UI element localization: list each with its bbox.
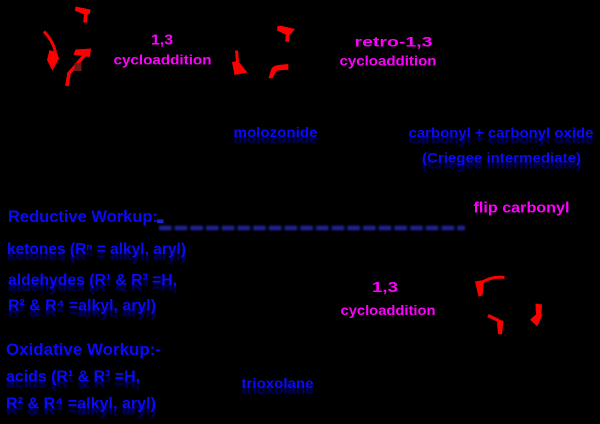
svg-text:(Criegee intermediate): (Criegee intermediate)	[422, 150, 581, 166]
svg-text:molozonide: molozonide	[234, 131, 319, 146]
svg-text:aldehydes (R¹ & R³ =H,: aldehydes (R¹ & R³ =H,	[8, 278, 177, 295]
svg-text:1,3: 1,3	[372, 279, 398, 296]
svg-text:R² & R⁴ =alkyl, aryl): R² & R⁴ =alkyl, aryl)	[6, 396, 156, 413]
svg-text:retro-1,3: retro-1,3	[355, 35, 434, 50]
svg-text:aldehydes (R¹ & R³ =H,: aldehydes (R¹ & R³ =H,	[8, 272, 177, 289]
svg-text:carbonyl + carbonyl oxide: carbonyl + carbonyl oxide	[409, 125, 594, 141]
svg-text:R² & R⁴ =alkyl, aryl): R² & R⁴ =alkyl, aryl)	[8, 304, 156, 321]
svg-text:carbonyl + carbonyl oxide: carbonyl + carbonyl oxide	[409, 131, 594, 147]
svg-text:ketones (Rⁿ = alkyl, aryl): ketones (Rⁿ = alkyl, aryl)	[7, 241, 186, 258]
svg-text:trioxolane: trioxolane	[242, 376, 315, 391]
svg-text:1,3: 1,3	[151, 32, 173, 49]
svg-text:ketones (Rⁿ = alkyl, aryl): ketones (Rⁿ = alkyl, aryl)	[7, 247, 186, 264]
svg-text:trioxolane: trioxolane	[242, 382, 315, 397]
svg-text:flip carbonyl: flip carbonyl	[474, 200, 570, 217]
svg-text:acids (R¹ & R³ =H,: acids (R¹ & R³ =H,	[6, 375, 140, 392]
svg-text:cycloaddition: cycloaddition	[341, 303, 436, 318]
svg-text:cycloaddition: cycloaddition	[114, 53, 212, 68]
svg-text:cycloaddition: cycloaddition	[340, 54, 437, 69]
svg-text:Reductive Workup:: Reductive Workup:	[8, 207, 158, 226]
svg-text:acids (R¹ & R³ =H,: acids (R¹ & R³ =H,	[6, 369, 140, 386]
svg-text:(Criegee intermediate): (Criegee intermediate)	[422, 156, 581, 172]
svg-text:R² & R⁴ =alkyl, aryl): R² & R⁴ =alkyl, aryl)	[8, 298, 156, 315]
svg-text:R² & R⁴ =alkyl, aryl): R² & R⁴ =alkyl, aryl)	[6, 402, 156, 419]
svg-text:molozonide: molozonide	[234, 125, 319, 140]
svg-text:Oxidative Workup:-: Oxidative Workup:-	[6, 340, 161, 359]
